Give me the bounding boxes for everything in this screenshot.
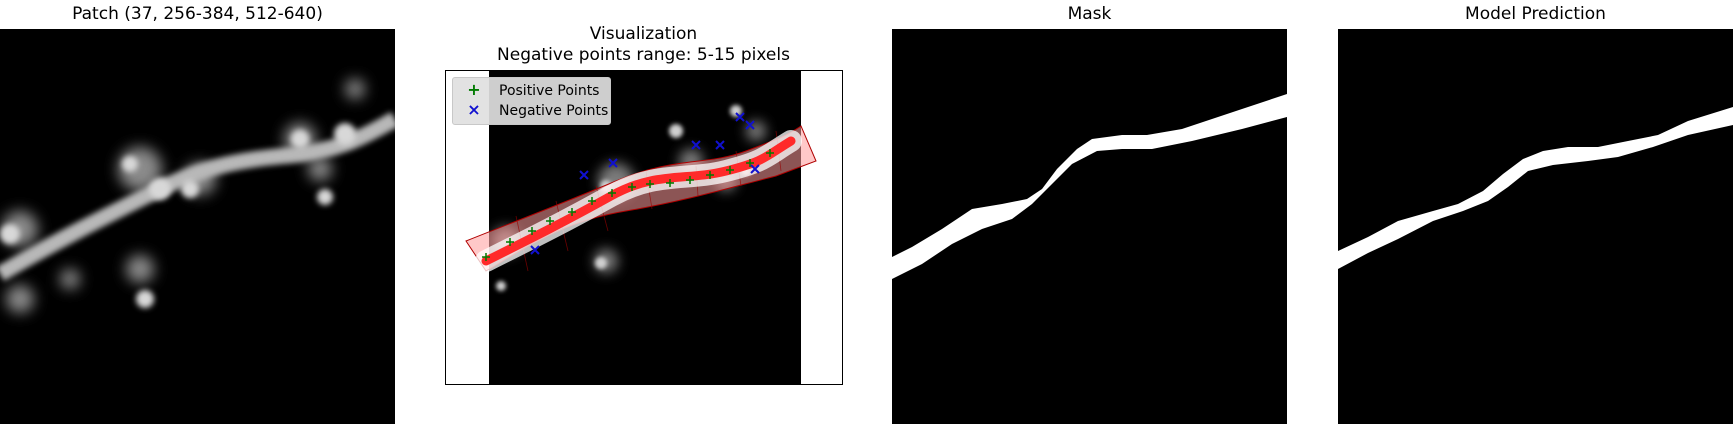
mask-title: Mask	[1067, 4, 1112, 24]
patch-svg	[0, 79, 395, 313]
legend-positive-label: Positive Points	[499, 83, 600, 99]
legend: + Positive Points × Negative Points	[452, 77, 611, 125]
mask-shape	[892, 94, 1287, 279]
mask-svg	[892, 94, 1287, 279]
negative-marker: ×	[467, 100, 481, 119]
positive-marker: +	[467, 80, 481, 99]
prediction-title: Model Prediction	[1465, 4, 1606, 24]
mask-image	[892, 29, 1287, 424]
prediction-svg	[1338, 107, 1733, 269]
visualization-title-line1: Visualization	[589, 24, 698, 44]
visualization-title-line2: Negative points range: 5-15 pixels	[497, 45, 790, 65]
prediction-shape	[1338, 107, 1733, 269]
path-line	[481, 136, 796, 266]
patch-image	[0, 29, 395, 424]
positive-points	[482, 149, 774, 261]
legend-positive: + Positive Points	[463, 80, 599, 100]
negative-points	[530, 112, 760, 255]
legend-negative-label: Negative Points	[499, 103, 609, 119]
legend-negative: × Negative Points	[463, 100, 608, 120]
patch-title: Patch (37, 256-384, 512-640)	[72, 4, 323, 24]
prediction-image	[1338, 29, 1733, 424]
